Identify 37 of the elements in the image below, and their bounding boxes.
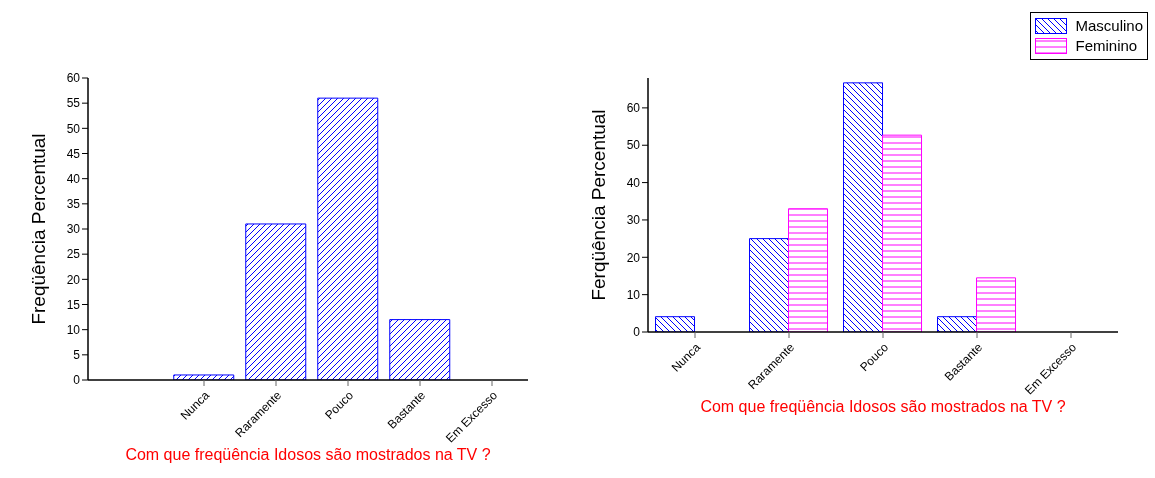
y-tick-label: 60 (626, 101, 641, 116)
y-tick-label: 60 (66, 71, 81, 86)
x-axis-title: Com que freqüência Idosos são mostrados na TV ? (125, 446, 491, 463)
y-tick-label: 45 (66, 146, 81, 161)
y-tick-label: 50 (626, 138, 641, 153)
y-tick-label: 0 (73, 373, 81, 388)
y-tick-label: 40 (66, 171, 81, 186)
y-tick-label: 20 (66, 272, 81, 287)
y-tick-label: 5 (73, 348, 81, 363)
legend-label: Feminino (1075, 36, 1138, 56)
bar (655, 316, 696, 332)
bar (788, 208, 829, 332)
bar (317, 97, 379, 380)
y-tick-label: 30 (66, 222, 81, 237)
bar (389, 319, 451, 380)
bar (173, 374, 235, 380)
y-tick-label: 50 (66, 121, 81, 136)
y-axis-title: Ferqüência Percentual (587, 109, 609, 301)
y-axis-title: Freqüência Percentual (27, 133, 49, 325)
y-tick-label: 15 (66, 297, 81, 312)
y-tick-label: 35 (66, 197, 81, 212)
y-tick-label: 25 (66, 247, 81, 262)
bar (843, 82, 884, 332)
y-tick-label: 0 (633, 325, 641, 340)
y-tick-label: 40 (626, 175, 641, 190)
y-tick-label: 55 (66, 96, 81, 111)
y-tick-label: 10 (66, 322, 81, 337)
legend-label: Masculino (1075, 16, 1143, 36)
y-tick-label: 10 (626, 287, 641, 302)
y-tick-label: 20 (626, 250, 641, 265)
bar (937, 316, 978, 332)
bar (976, 277, 1017, 332)
y-tick-label: 30 (626, 213, 641, 228)
x-axis-title: Com que freqüência Idosos são mostrados na TV ? (700, 398, 1066, 415)
bar (882, 134, 923, 332)
bar (245, 223, 307, 380)
bar (749, 238, 790, 332)
